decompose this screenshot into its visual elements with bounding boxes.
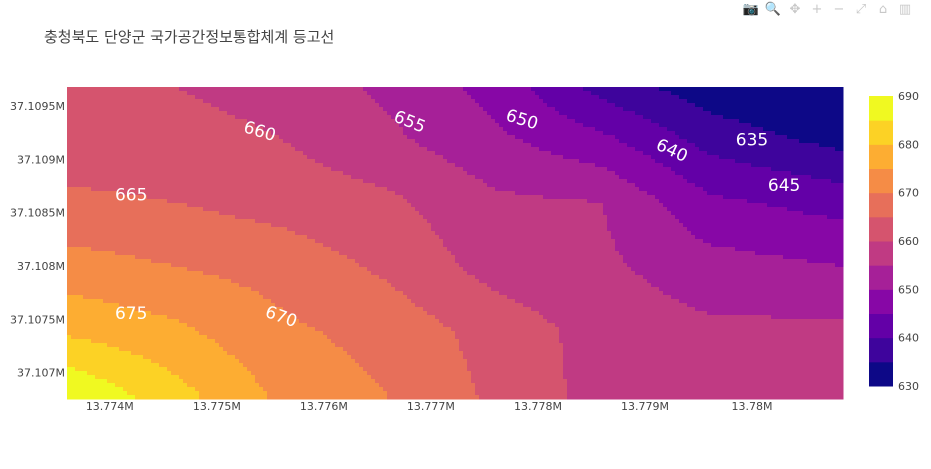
colorbar-segment (869, 361, 893, 387)
y-tick-label: 37.107M (17, 367, 65, 380)
colorbar-segment (869, 337, 893, 363)
zoom-out-icon[interactable]: − (834, 2, 845, 17)
colorbar-segment (869, 289, 893, 314)
colorbar-segment (869, 168, 893, 194)
camera-icon[interactable]: 📷 (743, 2, 759, 17)
x-tick-label: 13.779M (621, 400, 669, 413)
plot-area[interactable] (67, 87, 844, 400)
colorbar: 630 640 650 660 670 680 690 (869, 90, 919, 393)
contour-label-635: 635 (736, 130, 768, 150)
x-tick-label: 13.777M (407, 400, 455, 413)
y-tick-label: 37.109M (17, 153, 65, 166)
colorbar-tick-label: 640 (898, 332, 919, 345)
contour-label-665: 665 (115, 186, 147, 206)
colorbar-segment (869, 120, 893, 145)
x-tick-label: 13.774M (86, 400, 134, 413)
zoom-in-icon[interactable]: + (812, 2, 823, 17)
x-axis: 13.774M 13.775M 13.776M 13.777M 13.778M 13.77… (86, 400, 773, 413)
colorbar-tick-label: 690 (898, 90, 919, 103)
colorbar-tick-label: 660 (898, 235, 919, 248)
colorbar-tick-label: 650 (898, 283, 919, 296)
y-axis: 37.1095M 37.109M 37.1085M 37.108M 37.1075M 37… (10, 100, 65, 379)
x-tick-label: 13.776M (300, 400, 348, 413)
colorbar-segment (869, 313, 893, 339)
modebar: 📷 🔍 ✥ + − ⤢ ⌂ ▥ (743, 0, 911, 17)
zoom-icon[interactable]: 🔍 (765, 0, 781, 17)
chart-title: 충청북도 단양군 국가공간정보통합체계 등고선 (44, 26, 334, 47)
contour-label-675: 675 (115, 304, 147, 324)
colorbar-tick-label: 670 (898, 187, 919, 200)
colorbar-segment (869, 265, 893, 290)
colorbar-segment (869, 216, 893, 242)
colorbar-segment (869, 192, 893, 218)
x-tick-label: 13.778M (514, 400, 562, 413)
contour-fill (67, 87, 844, 400)
pan-icon[interactable]: ✥ (790, 2, 801, 17)
y-tick-label: 37.1085M (10, 207, 65, 220)
colorbar-segment (869, 241, 893, 266)
y-tick-label: 37.108M (17, 260, 65, 273)
reset-axes-icon[interactable]: ⌂ (879, 2, 887, 17)
colorbar-tick-label: 630 (898, 380, 919, 393)
plotly-logo-icon[interactable]: ▥ (899, 2, 911, 17)
y-tick-label: 37.1095M (10, 100, 65, 113)
colorbar-segment (869, 144, 893, 169)
colorbar-segment (869, 96, 893, 121)
autoscale-icon[interactable]: ⤢ (856, 2, 866, 17)
x-tick-label: 13.775M (193, 400, 241, 413)
y-tick-label: 37.1075M (10, 313, 65, 326)
x-tick-label: 13.78M (732, 400, 773, 413)
contour-label-645: 645 (768, 176, 800, 196)
colorbar-tick-label: 680 (898, 138, 919, 151)
